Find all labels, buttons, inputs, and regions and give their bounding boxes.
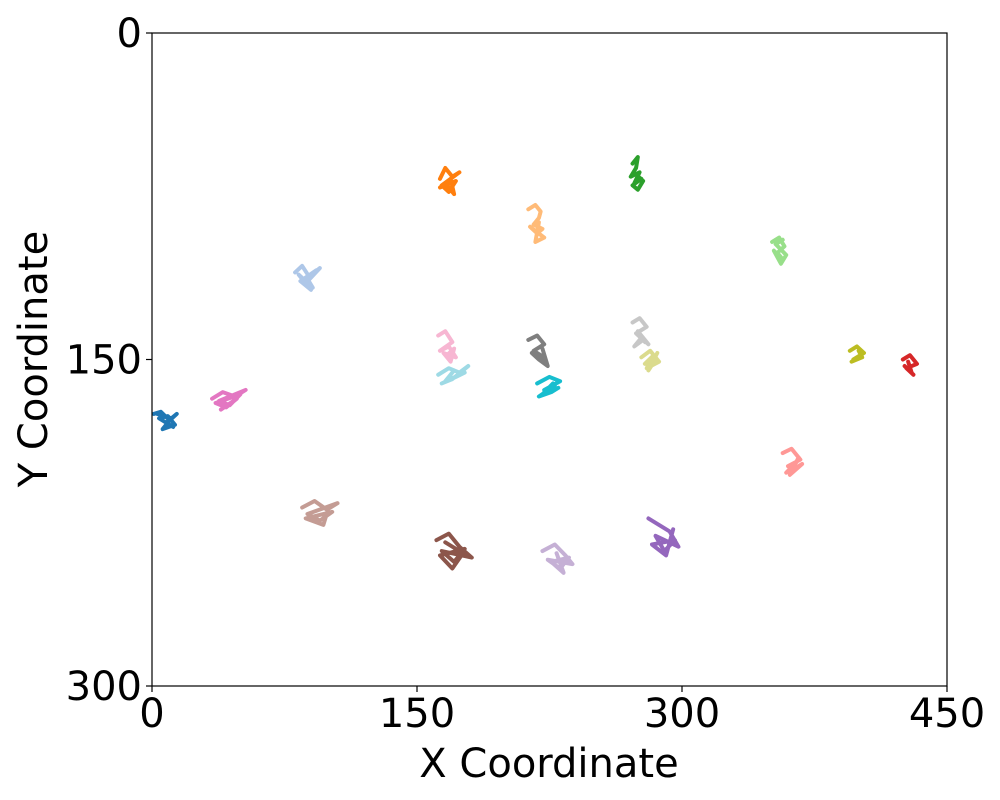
x-axis-label: X Coordinate: [419, 741, 678, 787]
trajectory-series-2: [437, 165, 462, 197]
trajectory-series-13: [639, 348, 662, 373]
trajectory-series-1: [151, 409, 179, 432]
trajectory-series-14: [847, 344, 866, 364]
trajectory-series-18: [434, 531, 474, 571]
trajectory-series-16: [780, 446, 805, 477]
x-tick-label: 450: [909, 691, 985, 737]
plot-frame: [151, 32, 948, 687]
trajectory-series-19: [540, 542, 575, 575]
trajectory-series-20: [646, 516, 681, 558]
trajectory-series-12: [630, 316, 651, 349]
y-tick-label: 0: [117, 11, 142, 57]
trajectory-series-4: [628, 155, 646, 192]
y-tick-label: 300: [66, 664, 142, 710]
trajectory-series-3: [526, 202, 547, 244]
trajectory-series-6: [293, 263, 322, 292]
x-tick-label: 0: [139, 691, 164, 737]
trajectory-series-11: [535, 374, 563, 399]
x-tick-label: 150: [379, 691, 455, 737]
y-tick-label: 150: [66, 338, 142, 384]
trajectory-series-8: [436, 329, 458, 364]
trajectory-series-17: [300, 498, 340, 527]
trajectory-series-9: [436, 364, 471, 386]
trajectory-series-10: [526, 333, 550, 369]
trajectory-series-15: [900, 353, 919, 377]
trajectory-series-5: [770, 235, 789, 266]
x-tick-label: 300: [644, 691, 720, 737]
series-layer: [151, 155, 919, 575]
ticks-layer: 0 150 300 450 0 150 300: [66, 11, 986, 737]
trajectory-series-7: [210, 387, 248, 412]
y-axis-label: Y Coordinate: [11, 231, 57, 488]
